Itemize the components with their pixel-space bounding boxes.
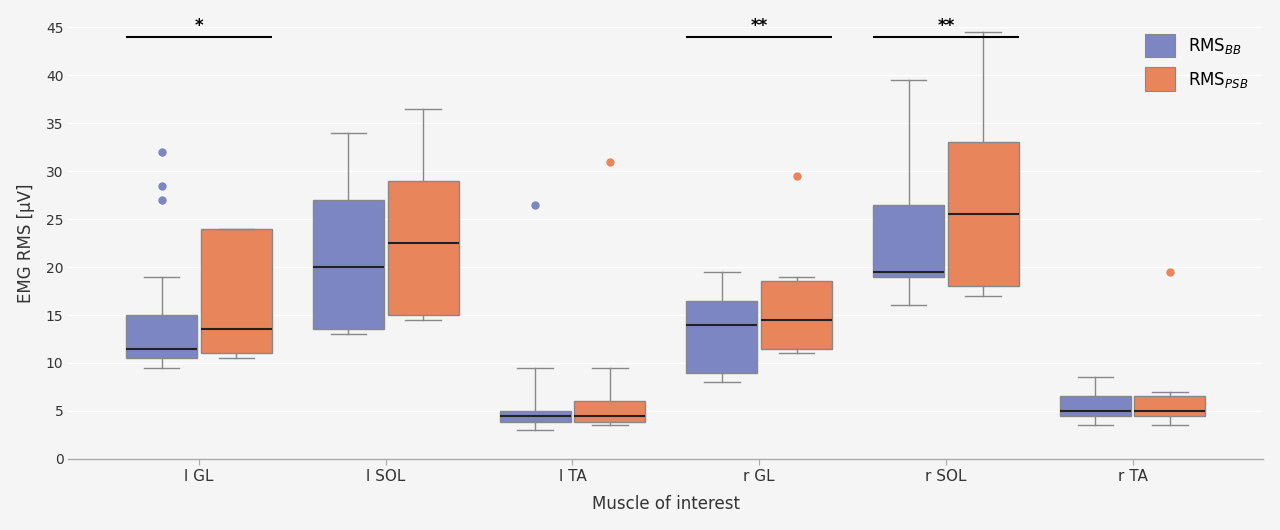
PathPatch shape: [762, 281, 832, 349]
PathPatch shape: [201, 229, 271, 354]
PathPatch shape: [127, 315, 197, 358]
PathPatch shape: [947, 143, 1019, 286]
X-axis label: Muscle of interest: Muscle of interest: [591, 496, 740, 514]
PathPatch shape: [499, 411, 571, 422]
Text: **: **: [750, 17, 768, 35]
PathPatch shape: [388, 181, 458, 315]
Text: **: **: [937, 17, 955, 35]
PathPatch shape: [575, 401, 645, 422]
Legend: RMS$_{BB}$, RMS$_{PSB}$: RMS$_{BB}$, RMS$_{PSB}$: [1138, 27, 1254, 98]
Y-axis label: EMG RMS [µV]: EMG RMS [µV]: [17, 183, 35, 303]
PathPatch shape: [1060, 396, 1130, 416]
PathPatch shape: [1134, 396, 1206, 416]
PathPatch shape: [312, 200, 384, 329]
Text: *: *: [195, 17, 204, 35]
PathPatch shape: [873, 205, 945, 277]
PathPatch shape: [686, 301, 758, 373]
